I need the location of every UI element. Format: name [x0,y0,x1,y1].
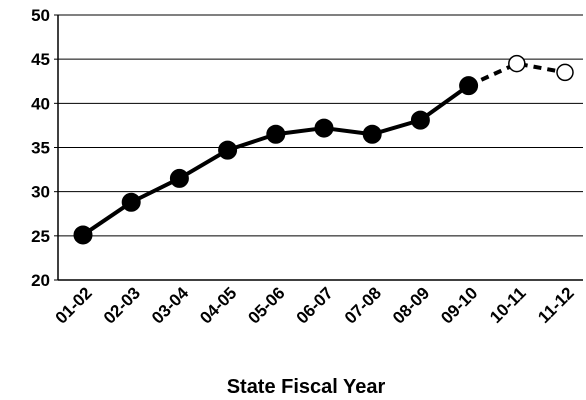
x-tick-label: 07-08 [341,283,385,327]
x-tick-label: 08-09 [389,283,433,327]
y-tick-label: 45 [31,50,50,69]
x-tick-label: 03-04 [148,283,193,328]
x-tick-label: 04-05 [196,283,240,327]
y-tick-label: 20 [31,271,50,290]
data-point-projected [508,54,526,73]
x-tick-label: 09-10 [437,283,481,327]
data-point [459,76,479,96]
data-point [169,168,189,188]
y-tick-labels: 20 25 30 35 40 45 50 [31,6,50,290]
axes [54,14,583,281]
y-tick-label: 30 [31,183,50,202]
x-tick-label: 05-06 [244,283,288,327]
x-tick-label: 02-03 [100,283,144,327]
series-group [73,54,574,245]
y-tick-label: 40 [31,94,50,113]
gridlines [58,14,583,237]
x-tick-labels: 01-02 02-03 03-04 04-05 05-06 06-07 07-08 08-09… [52,283,578,328]
x-tick-label: 01-02 [52,283,96,327]
y-tick-label: 50 [31,6,50,25]
data-point [121,192,141,212]
data-point [266,124,286,144]
data-point-projected [556,63,574,82]
series-line-actual [81,84,470,237]
data-point [362,124,382,144]
x-tick-label: 11-12 [534,283,578,327]
data-point [218,140,238,160]
data-point [410,110,430,130]
x-axis-title: State Fiscal Year [227,376,386,398]
x-tick-label: 06-07 [293,283,337,327]
y-tick-label: 25 [31,227,50,246]
data-point [314,118,334,138]
y-tick-label: 35 [31,139,50,158]
data-point [73,225,93,245]
x-tick-label: 10-11 [486,283,530,327]
series-line-projected [467,61,566,88]
